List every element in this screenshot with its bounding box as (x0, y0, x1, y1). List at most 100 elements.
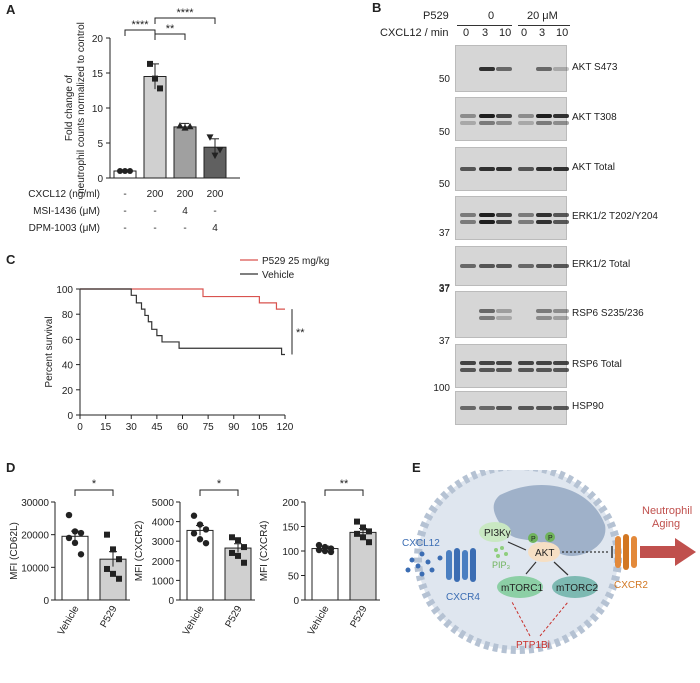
d-point (315, 546, 323, 554)
d-point (104, 565, 110, 572)
d-point (235, 537, 241, 544)
c-x-tick-label: 75 (203, 422, 215, 433)
d-point (354, 530, 360, 537)
a-point (216, 147, 224, 154)
blot-band (479, 360, 495, 365)
pi3k-to-akt-arrow (507, 541, 527, 551)
blot-akt-t308 (455, 97, 569, 141)
c-y-tick-label: 80 (62, 310, 74, 321)
d-sig-label: * (92, 478, 97, 490)
cxcr4-receptor (446, 548, 476, 582)
a-point (152, 75, 158, 82)
blot-band (553, 113, 569, 118)
c-y-tick-label: 40 (62, 361, 74, 372)
blot-band (479, 219, 495, 224)
d-y-tick-label: 5000 (152, 498, 175, 509)
d-sig-label: * (217, 478, 222, 490)
blot-erk1-2-total (455, 246, 569, 286)
d-point (196, 536, 204, 543)
a-row-value: - (123, 189, 126, 200)
d-y-tick-label: 200 (282, 498, 299, 509)
d-x-tick-label: Vehicle (56, 604, 82, 638)
blot-band (479, 406, 495, 410)
blot-band (460, 167, 476, 171)
blot-band (518, 406, 534, 410)
c-y-tick-label: 20 (62, 386, 74, 397)
a-row-label: DPM-1003 (μM) (29, 223, 100, 234)
timepoint-label: 10 (499, 27, 512, 39)
cxcr4-label: CXCR4 (446, 592, 480, 603)
d-x-tick-label: P529 (223, 604, 244, 630)
c-series-line (80, 288, 285, 310)
akt-to-mtorc1-arrow (525, 561, 537, 575)
d-point (196, 521, 204, 528)
molecular-weight-label: 50 (438, 74, 450, 85)
blot-band (479, 113, 495, 118)
blot-band (536, 113, 552, 118)
a-bar (143, 76, 167, 179)
panel-b-label: B (372, 0, 382, 15)
a-row-value: - (123, 206, 126, 217)
a-point (157, 85, 163, 92)
a-point (127, 168, 133, 174)
a-row-value: 200 (177, 189, 194, 200)
timepoint-label: 10 (556, 27, 569, 39)
a-point (147, 60, 153, 67)
a-y-axis-label: Fold change ofneutrophil counts normaliz… (64, 22, 87, 194)
d-point (366, 528, 372, 535)
c-x-tick-label: 90 (228, 422, 240, 433)
blot-band (496, 219, 512, 224)
d-point (360, 534, 366, 541)
blot-band (518, 113, 534, 118)
panel-a-bar-chart: 0 5 10 15 20 Fold change ofneutrophil counts … (28, 7, 240, 234)
blot-band (536, 219, 552, 224)
molecular-weight-label: 50 (438, 127, 450, 138)
svg-text:mTORC1: mTORC1 (501, 583, 543, 594)
blot-band (536, 367, 552, 372)
d-point (71, 528, 79, 535)
cxcr2-receptor (615, 534, 637, 570)
d-y-tick-label: 0 (168, 596, 174, 607)
blot-band (518, 367, 534, 372)
d-y-tick-label: 100 (282, 547, 299, 558)
svg-text:P: P (531, 536, 536, 543)
a-row-value: 4 (182, 206, 188, 217)
blot-band (536, 66, 552, 71)
mtorc2-node: mTORC2 (552, 576, 598, 598)
akt-node: AKT P P (528, 532, 560, 562)
d-point (235, 552, 241, 559)
blot-name: ERK1/2 Total (572, 259, 631, 270)
a-point (206, 134, 214, 141)
a-point (211, 152, 219, 160)
d-bar (311, 548, 339, 601)
blot-rsp6-total (455, 344, 569, 388)
a-point (117, 168, 123, 174)
svg-text:AKT: AKT (535, 548, 554, 559)
blot-band (496, 66, 512, 71)
blot-band (553, 212, 569, 217)
ptp1bi-label: PTP1Bi (516, 640, 550, 651)
blot-band (460, 212, 476, 217)
molecular-weight-label: 37 (438, 336, 450, 347)
timepoint-label: 3 (482, 27, 489, 39)
d-point (110, 546, 116, 553)
p529-header: P529 (423, 10, 449, 22)
a-row-label: MSI-1436 (μM) (33, 206, 100, 217)
d-sig-bracket (324, 489, 364, 496)
a-y-tick-label: 0 (97, 174, 103, 185)
blot-band (479, 120, 495, 125)
blot-band (518, 212, 534, 217)
d-point (241, 559, 247, 566)
blot-name: AKT Total (572, 162, 615, 173)
d-point (190, 512, 198, 519)
c-sig-label: ** (296, 327, 305, 339)
blot-name: AKT S473 (572, 61, 618, 73)
d-point (202, 526, 210, 533)
c-legend-label: P529 25 mg/kg (262, 256, 329, 267)
blot-band (496, 212, 512, 217)
d-sig-bracket (74, 489, 114, 496)
c-y-tick-label: 60 (62, 335, 74, 346)
blot-akt-s473 (455, 45, 569, 92)
a-y-tick-label: 20 (92, 34, 104, 45)
